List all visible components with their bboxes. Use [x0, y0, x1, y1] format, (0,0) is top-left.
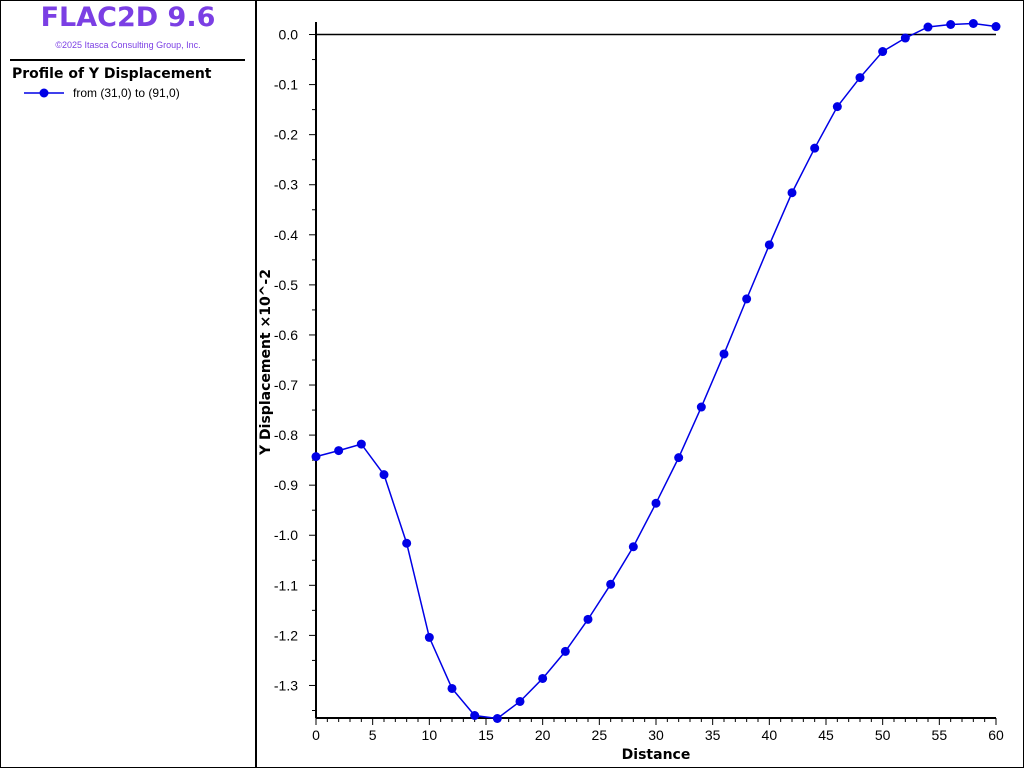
data-point [538, 673, 548, 683]
data-point [810, 143, 820, 153]
data-point [424, 632, 434, 642]
data-point [968, 19, 978, 29]
data-point [787, 188, 797, 198]
data-point [696, 402, 706, 412]
data-point [674, 453, 684, 463]
x-tick-label: 0 [312, 727, 320, 743]
y-tick-label: -1.0 [274, 527, 298, 543]
y-tick-label: -0.1 [274, 77, 298, 93]
x-tick-label: 30 [648, 727, 664, 743]
data-point [470, 710, 480, 720]
data-point [946, 20, 956, 30]
y-axis-title: Y Displacement ×10^-2 [258, 269, 274, 456]
tick-labels: 0 5 10 15 20 25 30 35 40 45 50 55 60 0.0 -0.1 -0.2 -0.3 -… [274, 27, 1004, 743]
data-point [379, 470, 389, 480]
plot-title: Profile of Y Displacement [12, 66, 212, 82]
data-point [991, 22, 1001, 32]
legend-entry-label: from (31,0) to (91,0) [73, 86, 180, 100]
x-tick-label: 60 [988, 727, 1004, 743]
x-tick-label: 20 [535, 727, 551, 743]
legend-panel: FLAC2D 9.6 ©2025 Itasca Consulting Group… [0, 0, 256, 768]
y-tick-label: -0.9 [274, 477, 298, 493]
x-tick-label: 55 [932, 727, 948, 743]
app-title: FLAC2D 9.6 [40, 2, 216, 33]
data-point [628, 542, 638, 552]
axes [315, 22, 996, 719]
y-tick-label: -1.2 [274, 627, 298, 643]
y-tick-label: -0.6 [274, 327, 298, 343]
y-tick-label: -1.3 [274, 677, 298, 693]
data-point [515, 696, 525, 706]
x-tick-label: 25 [592, 727, 608, 743]
data-point [764, 240, 774, 250]
y-tick-label: 0.0 [279, 27, 299, 43]
data-point [447, 683, 457, 693]
y-tick-label: -1.1 [274, 577, 298, 593]
data-point [492, 714, 502, 724]
x-tick-label: 40 [762, 727, 778, 743]
y-tick-label: -0.2 [274, 127, 298, 143]
y-tick-label: -0.7 [274, 377, 298, 393]
data-point [719, 349, 729, 359]
x-tick-label: 45 [818, 727, 834, 743]
legend-entry[interactable]: from (31,0) to (91,0) [20, 85, 250, 101]
data-point [742, 294, 752, 304]
x-tick-label: 15 [478, 727, 494, 743]
legend-line-marker-icon [24, 88, 64, 98]
y-tick-label: -0.3 [274, 177, 298, 193]
tick-marks [309, 34, 997, 725]
x-tick-label: 10 [422, 727, 438, 743]
y-tick-label: -0.8 [274, 427, 298, 443]
data-point [855, 73, 865, 83]
title-divider [10, 59, 245, 61]
data-point [832, 102, 842, 112]
data-point [311, 452, 321, 462]
x-tick-label: 50 [875, 727, 891, 743]
copyright-text: ©2025 Itasca Consulting Group, Inc. [55, 40, 201, 50]
y-tick-label: -0.5 [274, 277, 298, 293]
data-point [402, 538, 412, 548]
data-point [356, 439, 366, 449]
y-tick-label: -0.4 [274, 227, 298, 243]
data-point [878, 47, 888, 57]
data-point [651, 498, 661, 508]
x-tick-label: 5 [369, 727, 377, 743]
x-tick-label: 35 [705, 727, 721, 743]
panel-divider [255, 0, 257, 768]
chart-plot[interactable]: 0 5 10 15 20 25 30 35 40 45 50 55 60 0.0 -0.1 -0.2 -0.3 -… [257, 0, 1022, 768]
data-point [560, 646, 570, 656]
series-line [315, 22, 997, 720]
x-axis-title: Distance [622, 747, 691, 763]
series-layer [311, 19, 1001, 724]
data-point [923, 22, 933, 32]
data-point [606, 579, 616, 589]
data-point [334, 446, 344, 456]
data-point [583, 614, 593, 624]
data-point [900, 33, 910, 43]
